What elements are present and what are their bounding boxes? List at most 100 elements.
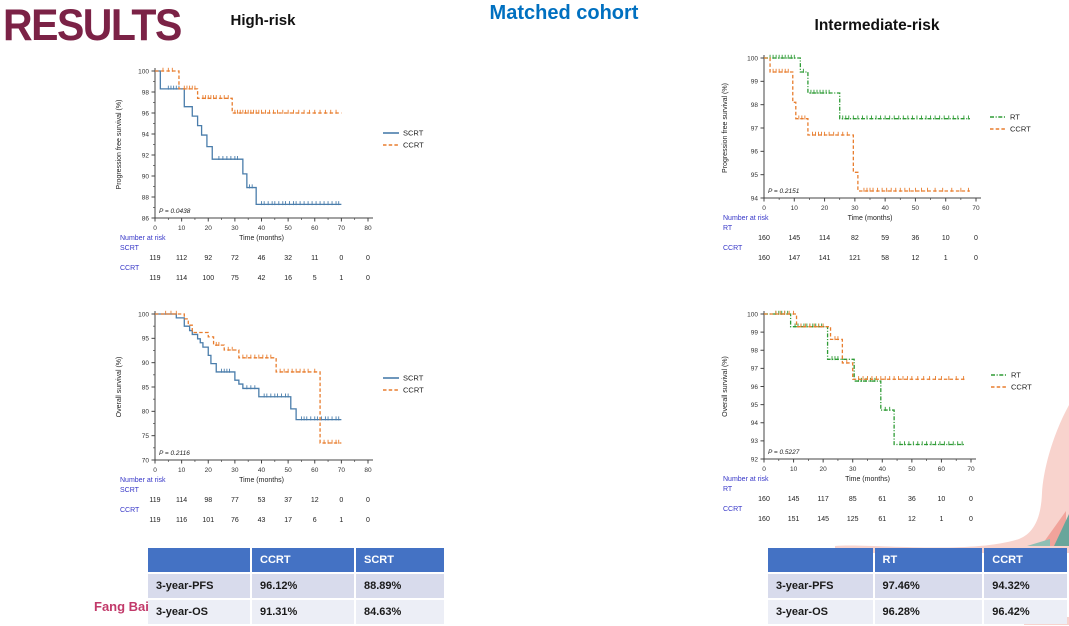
x-tick-label: 70 <box>338 225 346 232</box>
x-axis-label: Time (months) <box>239 235 284 242</box>
x-axis-label: Time (months) <box>848 215 893 222</box>
x-tick-label: 50 <box>908 466 916 473</box>
km-curve-SCRT <box>155 313 342 421</box>
risk-value: 119 <box>149 517 160 524</box>
y-tick-label: 96 <box>142 110 150 117</box>
y-tick-label: 98 <box>142 89 150 96</box>
risk-value: 61 <box>878 516 886 523</box>
author-credit: Fang Bai <box>94 599 149 614</box>
risk-value: 0 <box>974 235 978 242</box>
table-cell: 96.42% <box>984 600 1067 624</box>
x-axis-label: Time (months) <box>239 477 284 484</box>
risk-row-name-CCRT: CCRT <box>723 506 743 513</box>
x-tick-label: 30 <box>231 225 239 232</box>
x-tick-label: 70 <box>972 205 980 212</box>
y-tick-label: 94 <box>142 131 150 138</box>
number-at-risk-label: Number at risk <box>723 215 769 222</box>
risk-value: 145 <box>788 496 800 503</box>
risk-value: 16 <box>284 275 292 282</box>
risk-value: 0 <box>366 497 370 504</box>
risk-value: 59 <box>881 235 889 242</box>
table-header-cell <box>768 548 873 572</box>
y-tick-label: 80 <box>142 409 150 416</box>
risk-value: 75 <box>231 275 239 282</box>
risk-value: 85 <box>849 496 857 503</box>
risk-row-name-CCRT: CCRT <box>120 265 140 272</box>
risk-value: 1 <box>339 517 343 524</box>
x-tick-label: 60 <box>311 225 319 232</box>
risk-value: 82 <box>851 235 859 242</box>
y-tick-label: 95 <box>751 172 759 179</box>
y-tick-label: 94 <box>751 420 759 427</box>
x-tick-label: 0 <box>153 467 157 474</box>
y-tick-label: 95 <box>751 402 759 409</box>
risk-value: 36 <box>908 496 916 503</box>
intermediate-risk-summary-table: RT CCRT 3-year-PFS 97.46% 94.32% 3-year-OS 96.… <box>766 546 1069 626</box>
y-tick-label: 94 <box>751 195 759 202</box>
risk-value: 100 <box>202 275 214 282</box>
table-header-cell: CCRT <box>984 548 1067 572</box>
y-axis-label: Progression free survival (%) <box>116 100 123 190</box>
x-tick-label: 50 <box>285 225 293 232</box>
x-tick-label: 10 <box>178 467 186 474</box>
y-axis-label: Progression free survival (%) <box>722 83 729 173</box>
risk-value: 160 <box>758 516 770 523</box>
legend-label-CCRT: CCRT <box>1011 383 1032 392</box>
y-tick-label: 90 <box>142 360 150 367</box>
risk-value: 37 <box>284 497 292 504</box>
number-at-risk-label: Number at risk <box>723 476 769 483</box>
risk-value: 0 <box>366 255 370 262</box>
table-cell: 84.63% <box>356 600 444 624</box>
risk-row-name-CCRT: CCRT <box>120 507 140 514</box>
km-plot-intermediate-risk-pfs: 94 95 96 97 98 99 100 0 10 20 30 40 50 60 70 Time (mont… <box>700 42 1069 299</box>
km-curve-SCRT <box>155 70 342 205</box>
risk-value: 114 <box>176 497 187 504</box>
risk-value: 119 <box>149 275 160 282</box>
risk-value: 160 <box>758 496 770 503</box>
risk-value: 12 <box>908 516 916 523</box>
p-value: P = 0.5227 <box>768 449 800 456</box>
risk-value: 145 <box>788 235 800 242</box>
table-cell: 96.28% <box>874 600 983 624</box>
risk-value: 77 <box>231 497 239 504</box>
risk-value: 1 <box>944 255 948 262</box>
risk-value: 1 <box>939 516 943 523</box>
p-value: P = 0.2116 <box>159 450 190 457</box>
table-header-cell: RT <box>874 548 983 572</box>
risk-value: 5 <box>313 275 317 282</box>
group-header-intermediate-risk: Intermediate-risk <box>814 17 940 34</box>
km-curve-CCRT <box>764 57 970 192</box>
risk-value: 117 <box>818 496 829 503</box>
x-tick-label: 80 <box>364 467 372 474</box>
y-tick-label: 88 <box>142 194 150 201</box>
x-tick-label: 0 <box>153 225 157 232</box>
legend-label-CCRT: CCRT <box>1010 125 1031 134</box>
x-tick-label: 30 <box>851 205 859 212</box>
table-cell: 3-year-PFS <box>148 574 250 598</box>
table-cell: 3-year-OS <box>768 600 873 624</box>
risk-value: 0 <box>969 496 973 503</box>
p-value: P = 0.2151 <box>768 188 800 195</box>
risk-value: 76 <box>231 517 239 524</box>
risk-value: 0 <box>339 255 343 262</box>
x-axis-label: Time (months) <box>845 476 890 483</box>
risk-row-name-SCRT: SCRT <box>120 245 140 252</box>
y-tick-label: 96 <box>751 149 759 156</box>
km-curve-CCRT <box>155 70 342 114</box>
risk-row-name-RT: RT <box>723 225 733 232</box>
y-tick-label: 70 <box>142 457 150 464</box>
y-tick-label: 85 <box>142 384 150 391</box>
risk-value: 98 <box>204 497 212 504</box>
y-tick-label: 99 <box>751 79 759 86</box>
y-tick-label: 100 <box>138 311 149 318</box>
y-axis-label: Overall survival (%) <box>116 357 123 418</box>
x-tick-label: 0 <box>762 205 766 212</box>
risk-value: 0 <box>974 255 978 262</box>
x-tick-label: 60 <box>942 205 950 212</box>
y-tick-label: 92 <box>142 152 150 159</box>
x-tick-label: 0 <box>762 466 766 473</box>
risk-value: 0 <box>339 497 343 504</box>
